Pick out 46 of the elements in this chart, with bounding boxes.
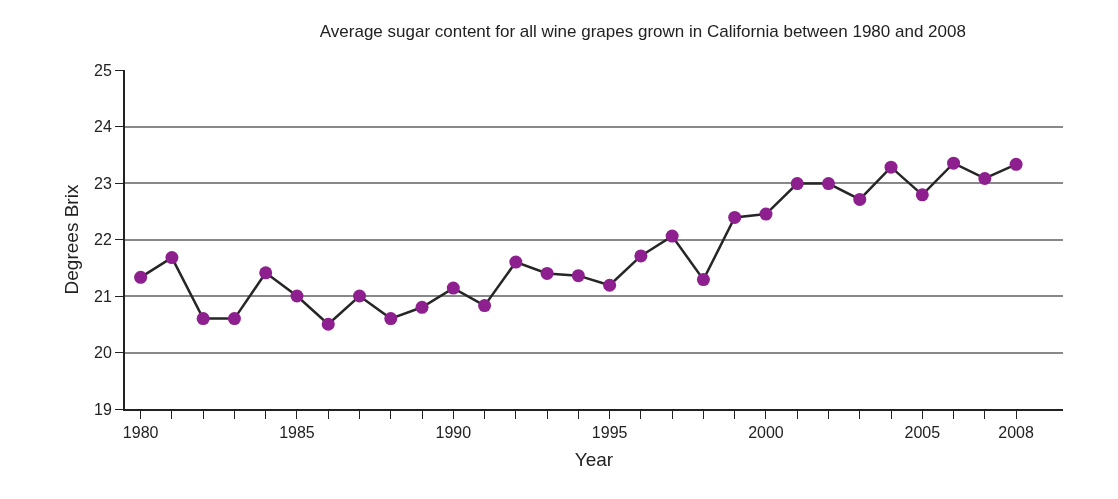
- x-tick-label: 1980: [122, 424, 159, 442]
- x-tick-label: 2000: [748, 424, 784, 442]
- point: [947, 156, 961, 170]
- point: [478, 299, 492, 313]
- point: [384, 312, 398, 326]
- y-tick-label: 20: [94, 344, 112, 362]
- x-tick-label: 1985: [279, 424, 315, 442]
- y-tick-label: 23: [94, 174, 112, 192]
- point: [884, 160, 898, 174]
- point: [759, 207, 773, 221]
- point: [1009, 157, 1023, 171]
- y-tick-label: 24: [94, 118, 112, 136]
- point: [165, 251, 179, 265]
- point: [259, 266, 273, 280]
- point: [665, 229, 679, 243]
- x-tick-label: 2008: [998, 424, 1034, 442]
- x-tick-label: 1990: [435, 424, 472, 442]
- y-tick-label: 22: [94, 231, 112, 249]
- x-tick-label: 2005: [904, 424, 941, 442]
- point: [196, 312, 210, 326]
- y-tick-label: 21: [94, 287, 112, 305]
- point: [822, 177, 835, 191]
- x-tick-label: 1995: [591, 424, 628, 442]
- point: [321, 317, 335, 331]
- point: [134, 270, 148, 284]
- point: [790, 177, 804, 191]
- point: [634, 249, 648, 263]
- point: [978, 171, 992, 185]
- point: [853, 192, 867, 206]
- point: [915, 188, 929, 202]
- point: [446, 281, 460, 295]
- y-axis-title: Degrees Brix: [61, 184, 83, 295]
- point: [290, 289, 304, 303]
- chart-title: Average sugar content for all wine grapes grown in California between 1980 and 2008: [319, 21, 966, 41]
- point: [696, 273, 710, 287]
- point: [571, 269, 585, 283]
- point: [509, 255, 523, 269]
- x-axis-title: Year: [574, 448, 614, 470]
- point: [728, 210, 742, 224]
- point: [540, 266, 554, 280]
- point: [353, 289, 366, 303]
- y-tick-label: 19: [94, 400, 112, 418]
- point: [227, 312, 241, 326]
- point: [603, 278, 617, 292]
- y-tick-label: 25: [94, 61, 112, 79]
- point: [415, 300, 429, 314]
